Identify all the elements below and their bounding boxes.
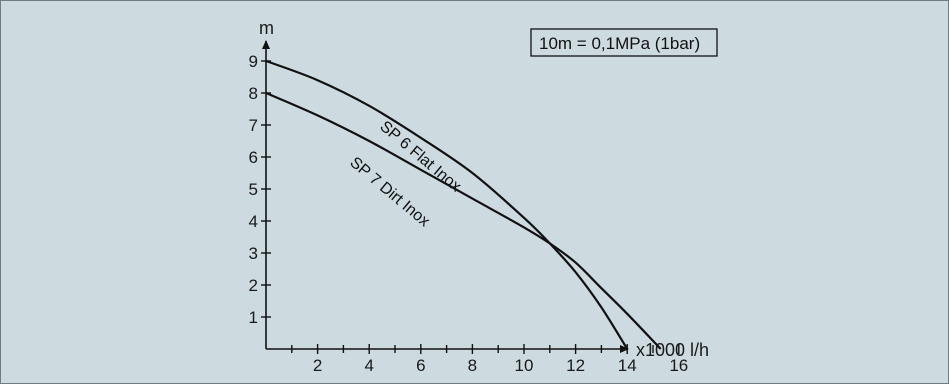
x-tick-label: 10 — [515, 356, 534, 375]
y-tick-label: 9 — [249, 52, 258, 71]
x-tick-label: 12 — [566, 356, 585, 375]
y-tick-label: 2 — [249, 276, 258, 295]
x-tick-label: 14 — [618, 356, 637, 375]
unit-note: 10m = 0,1MPa (1bar) — [530, 28, 718, 57]
x-tick-label: 4 — [364, 356, 373, 375]
y-tick-label: 8 — [249, 84, 258, 103]
x-tick-label: 8 — [468, 356, 477, 375]
x-tick-label: 6 — [416, 356, 425, 375]
y-tick-label: 1 — [249, 308, 258, 327]
y-tick-label: 7 — [249, 116, 258, 135]
y-tick-label: 3 — [249, 244, 258, 263]
axes: m x1000 l/h — [259, 18, 709, 360]
curves — [265, 59, 662, 350]
x-tick-label: 16 — [669, 356, 688, 375]
x-tick-label: 2 — [313, 356, 322, 375]
sp7-dirt-inox-curve — [265, 91, 662, 350]
y-tick-label: 5 — [249, 180, 258, 199]
unit-note-text: 10m = 0,1MPa (1bar) — [539, 34, 700, 53]
y-tick-label: 6 — [249, 148, 258, 167]
unit-note-box — [530, 28, 718, 57]
y-tick-label: 4 — [249, 212, 258, 231]
sp6-flat-inox-curve — [265, 59, 629, 350]
x-axis-title: x1000 l/h — [636, 340, 709, 360]
y-axis-title: m — [259, 18, 274, 38]
